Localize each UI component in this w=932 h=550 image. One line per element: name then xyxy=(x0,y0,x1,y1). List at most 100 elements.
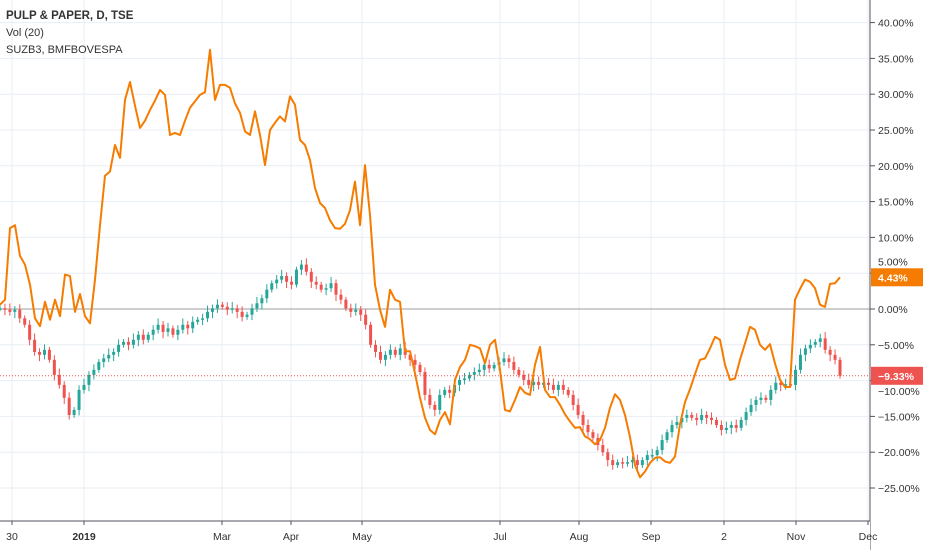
candle xyxy=(576,398,580,419)
candle-body xyxy=(285,276,289,282)
candle-body xyxy=(591,432,595,438)
candle xyxy=(665,429,669,443)
candle-body xyxy=(161,324,165,332)
candle xyxy=(517,366,521,378)
candle xyxy=(714,417,718,428)
candle xyxy=(364,309,368,330)
candle xyxy=(448,385,452,399)
candle-body xyxy=(299,264,303,270)
candle xyxy=(67,392,71,420)
candle xyxy=(230,301,234,314)
x-tick-label: Sep xyxy=(642,531,661,543)
y-tick-label: −10.00% xyxy=(878,386,920,398)
candle xyxy=(275,275,279,289)
candle xyxy=(215,299,219,313)
candle-body xyxy=(206,311,210,319)
candle-body xyxy=(502,358,506,362)
candle xyxy=(112,348,116,362)
candle-body xyxy=(324,288,328,290)
candle xyxy=(354,303,358,316)
legend-main-series[interactable]: PULP & PAPER, D, TSE xyxy=(6,10,134,22)
candle xyxy=(3,303,7,316)
legend-compare-series[interactable]: SUZB3, BMFBOVESPA xyxy=(6,44,123,56)
candle-body xyxy=(532,382,536,385)
candle xyxy=(744,407,748,426)
candle xyxy=(655,446,659,462)
candle xyxy=(383,351,387,367)
candle-body xyxy=(764,397,768,400)
candle-body xyxy=(8,309,12,312)
main-last-value-badge-text: −9.33% xyxy=(878,371,915,383)
candle xyxy=(146,331,150,343)
candle-body xyxy=(621,462,625,464)
candle-body xyxy=(97,361,101,370)
candle xyxy=(546,378,550,391)
candle-body xyxy=(42,349,46,355)
candle-body xyxy=(230,308,234,310)
y-tick-label: 10.00% xyxy=(878,232,914,244)
candle-body xyxy=(527,379,531,385)
grid xyxy=(0,0,870,521)
candle-body xyxy=(616,462,620,466)
y-axis-ticks: 40.00% 35.00% 30.00% 25.00% 20.00% 15.00% 10.0… xyxy=(870,18,920,495)
legend-indicator[interactable]: Vol (20) xyxy=(6,27,44,39)
x-tick-label: Aug xyxy=(570,531,589,543)
candle xyxy=(438,389,442,415)
candle-body xyxy=(556,384,560,390)
candle-body xyxy=(339,294,343,300)
candle-body xyxy=(220,304,224,307)
candle xyxy=(126,337,130,351)
candle xyxy=(719,420,723,436)
candle-body xyxy=(250,308,254,315)
candle xyxy=(378,345,382,364)
candle xyxy=(433,401,437,417)
candle-body xyxy=(240,311,244,317)
candle-body xyxy=(507,358,511,362)
candle xyxy=(621,457,625,469)
candle-body xyxy=(739,419,743,428)
candle xyxy=(42,344,46,360)
candle-body xyxy=(670,424,674,433)
y-tick-label: −25.00% xyxy=(878,483,920,495)
candle xyxy=(334,279,338,301)
time-axis[interactable] xyxy=(0,521,870,550)
candle xyxy=(8,303,12,316)
candle-body xyxy=(581,414,585,425)
candle-body xyxy=(126,341,130,345)
candle-body xyxy=(294,269,298,285)
candle-body xyxy=(818,338,822,342)
candle xyxy=(82,378,86,394)
candle-body xyxy=(398,348,402,355)
candle-body xyxy=(107,354,111,359)
y-tick-label: −20.00% xyxy=(878,447,920,459)
compare-line xyxy=(0,48,841,479)
candle xyxy=(344,296,348,312)
candle-body xyxy=(309,271,313,282)
candle xyxy=(418,361,422,375)
candle-body xyxy=(270,283,274,290)
candle-body xyxy=(369,324,373,345)
candles xyxy=(0,258,842,470)
candle xyxy=(23,315,27,328)
candle-body xyxy=(808,344,812,349)
candle xyxy=(556,381,560,397)
candle xyxy=(705,411,709,425)
candle-body xyxy=(82,384,86,390)
candle-body xyxy=(52,359,56,375)
candle xyxy=(710,412,714,425)
candle xyxy=(260,294,264,310)
candle-body xyxy=(413,359,417,365)
candle-body xyxy=(393,349,397,355)
x-tick-label: May xyxy=(352,531,373,543)
candle xyxy=(754,396,758,412)
candle-body xyxy=(734,424,738,428)
candle-body xyxy=(62,384,66,398)
candle xyxy=(191,316,195,333)
candle-body xyxy=(378,351,382,360)
candle xyxy=(670,420,674,438)
candle-body xyxy=(813,341,817,345)
y-tick-label: −15.00% xyxy=(878,411,920,423)
candle-body xyxy=(794,369,798,385)
candle xyxy=(537,376,541,390)
